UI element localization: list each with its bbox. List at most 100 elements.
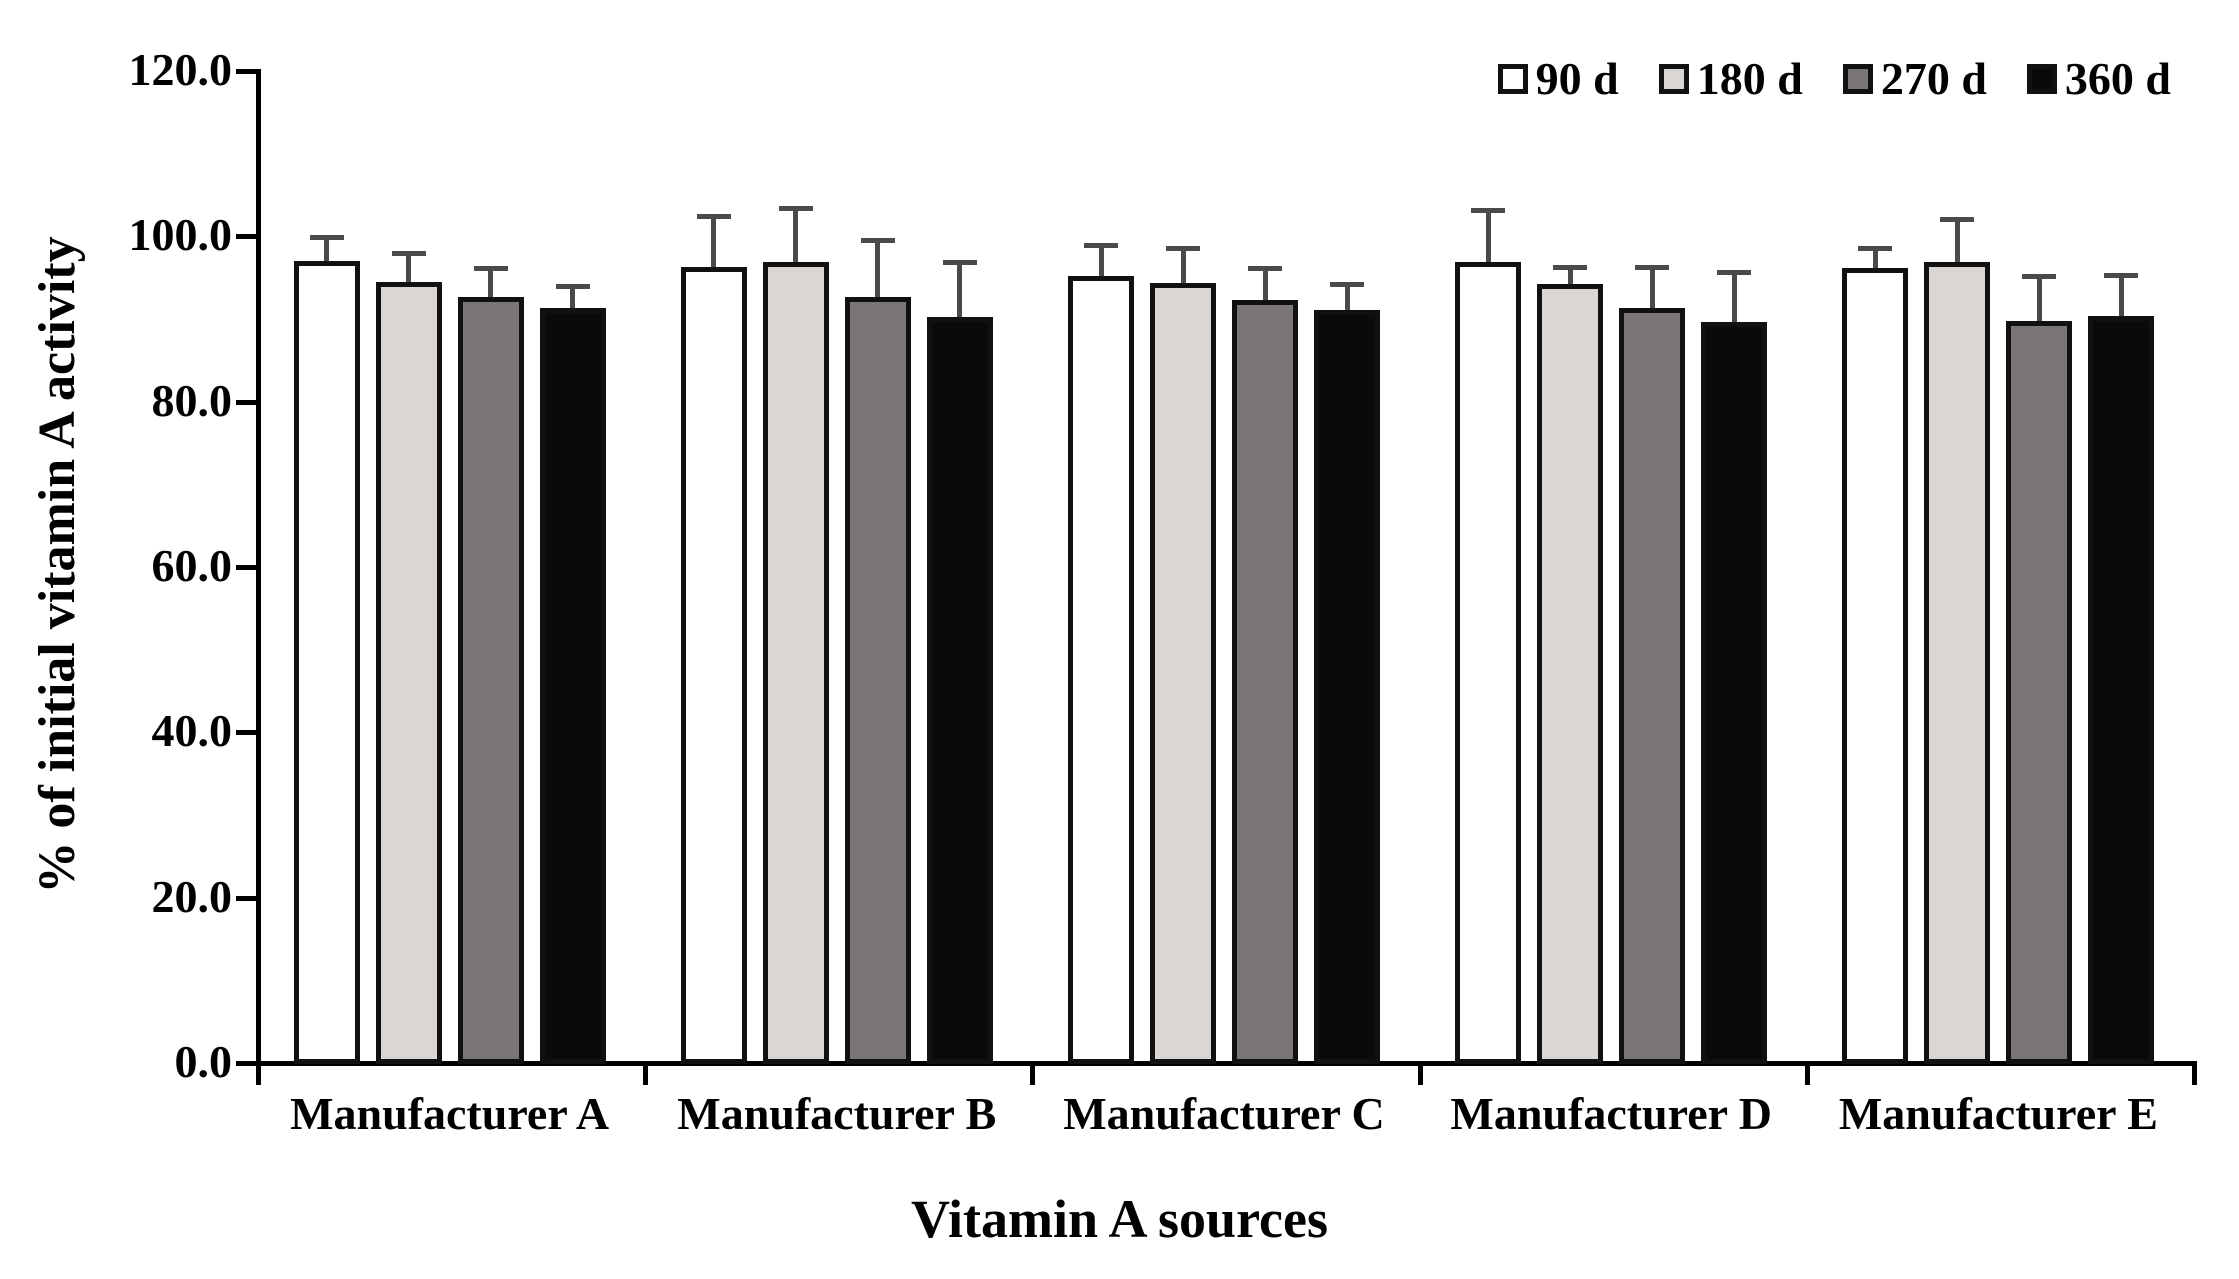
error-bar-cap-manufacturer-a-90d (309, 234, 344, 240)
bar-manufacturer-b-180d (762, 262, 829, 1064)
error-bar-cap-manufacturer-e-180d (1940, 216, 1975, 222)
error-bar-line-manufacturer-b-270d (875, 240, 881, 304)
y-tick (236, 234, 256, 240)
error-bar-cap-manufacturer-d-180d (1553, 264, 1588, 270)
bar-manufacturer-b-270d (844, 297, 911, 1064)
y-tick (236, 399, 256, 405)
legend-label-180d: 180 d (1696, 53, 1803, 104)
bar-manufacturer-c-180d (1150, 283, 1216, 1064)
bar-manufacturer-d-90d (1455, 262, 1522, 1064)
bar-manufacturer-c-270d (1232, 299, 1298, 1064)
error-bar-cap-manufacturer-d-90d (1471, 208, 1506, 214)
legend-label-360d: 360 d (2064, 53, 2171, 104)
y-tick (236, 565, 256, 570)
y-axis-line (256, 69, 261, 1066)
legend-swatch-360d (2026, 63, 2057, 94)
error-bar-line-manufacturer-b-180d (793, 207, 799, 269)
x-category-label: Manufacturer E (1838, 1088, 2158, 1139)
error-bar-line-manufacturer-a-360d (570, 285, 576, 314)
bar-manufacturer-a-270d (457, 297, 524, 1064)
legend-swatch-180d (1658, 63, 1689, 94)
x-tick (1030, 1061, 1036, 1085)
error-bar-line-manufacturer-e-360d (2118, 274, 2124, 323)
error-bar-line-manufacturer-a-180d (406, 253, 412, 289)
error-bar-cap-manufacturer-a-180d (391, 251, 426, 257)
error-bar-line-manufacturer-c-180d (1180, 247, 1186, 290)
error-bar-cap-manufacturer-c-270d (1248, 266, 1282, 272)
error-bar-cap-manufacturer-c-180d (1166, 245, 1200, 251)
error-bar-cap-manufacturer-b-90d (696, 214, 731, 220)
error-bar-line-manufacturer-c-270d (1262, 268, 1268, 306)
x-category-label: Manufacturer C (1063, 1088, 1385, 1139)
y-tick (236, 895, 256, 901)
legend-item-270d: 270 d (1842, 52, 1987, 105)
error-bar-cap-manufacturer-c-360d (1330, 281, 1364, 287)
y-tick-label: 0.0 (174, 1036, 233, 1087)
error-bar-line-manufacturer-d-90d (1485, 210, 1491, 269)
legend-item-180d: 180 d (1658, 52, 1803, 105)
y-tick (236, 1061, 256, 1066)
x-tick (256, 1061, 261, 1085)
error-bar-cap-manufacturer-a-270d (473, 266, 508, 272)
bar-manufacturer-e-180d (1924, 262, 1991, 1064)
error-bar-line-manufacturer-b-90d (711, 216, 717, 274)
error-bar-line-manufacturer-e-90d (1872, 248, 1878, 275)
bar-manufacturer-c-360d (1314, 309, 1380, 1064)
x-axis-line (256, 1061, 2192, 1066)
legend-swatch-90d (1497, 63, 1528, 94)
error-bar-line-manufacturer-b-360d (957, 261, 963, 323)
legend-label-90d: 90 d (1535, 53, 1619, 104)
legend-label-270d: 270 d (1880, 53, 1987, 104)
error-bar-line-manufacturer-c-360d (1344, 283, 1350, 316)
bar-manufacturer-e-270d (2006, 321, 2073, 1064)
bar-manufacturer-c-90d (1068, 275, 1134, 1064)
bar-manufacturer-e-360d (2088, 316, 2155, 1064)
y-tick-label: 60.0 (151, 540, 233, 591)
error-bar-cap-manufacturer-e-360d (2104, 272, 2139, 278)
error-bar-cap-manufacturer-b-270d (860, 238, 895, 244)
y-tick-label: 40.0 (151, 705, 233, 757)
x-category-label: Manufacturer D (1450, 1088, 1772, 1139)
error-bar-line-manufacturer-a-90d (324, 236, 330, 267)
error-bar-cap-manufacturer-b-180d (778, 205, 813, 211)
x-tick (2192, 1061, 2197, 1085)
error-bar-cap-manufacturer-d-360d (1717, 269, 1752, 275)
error-bar-cap-manufacturer-e-90d (1858, 246, 1893, 252)
legend-item-90d: 90 d (1497, 52, 1619, 105)
bar-manufacturer-d-180d (1537, 283, 1604, 1064)
y-tick-label: 80.0 (151, 374, 233, 426)
bar-manufacturer-d-360d (1701, 321, 1768, 1064)
error-bar-line-manufacturer-d-270d (1649, 266, 1655, 314)
y-tick-label: 120.0 (128, 44, 233, 95)
legend-item-360d: 360 d (2026, 52, 2171, 105)
x-tick (1804, 1061, 1810, 1085)
error-bar-cap-manufacturer-c-90d (1084, 243, 1118, 249)
y-tick (236, 69, 256, 74)
bar-manufacturer-b-360d (926, 317, 993, 1064)
y-tick-label: 20.0 (151, 870, 233, 922)
error-bar-cap-manufacturer-d-270d (1635, 264, 1670, 270)
error-bar-line-manufacturer-d-180d (1567, 266, 1573, 290)
y-tick (236, 730, 256, 736)
x-category-label: Manufacturer A (290, 1088, 610, 1139)
error-bar-line-manufacturer-d-360d (1731, 271, 1737, 328)
bar-manufacturer-d-270d (1619, 307, 1686, 1064)
error-bar-cap-manufacturer-e-270d (2022, 274, 2057, 280)
legend-swatch-270d (1842, 63, 1873, 94)
error-bar-line-manufacturer-c-90d (1098, 245, 1104, 282)
bar-manufacturer-e-90d (1842, 268, 1909, 1064)
x-axis-title: Vitamin A sources (910, 1189, 1329, 1249)
y-tick-label: 100.0 (128, 209, 233, 261)
error-bar-line-manufacturer-a-270d (488, 268, 494, 304)
error-bar-line-manufacturer-e-270d (2036, 276, 2042, 328)
error-bar-cap-manufacturer-a-360d (555, 283, 590, 289)
error-bar-cap-manufacturer-b-360d (942, 259, 977, 265)
x-tick (643, 1061, 649, 1085)
bar-manufacturer-a-360d (539, 307, 606, 1064)
x-category-label: Manufacturer B (677, 1088, 997, 1139)
bar-manufacturer-b-90d (680, 267, 747, 1064)
legend: 90 d 180 d 270 d 360 d (1497, 52, 2171, 105)
error-bar-line-manufacturer-e-180d (1954, 218, 1960, 269)
bar-manufacturer-a-90d (293, 260, 360, 1064)
